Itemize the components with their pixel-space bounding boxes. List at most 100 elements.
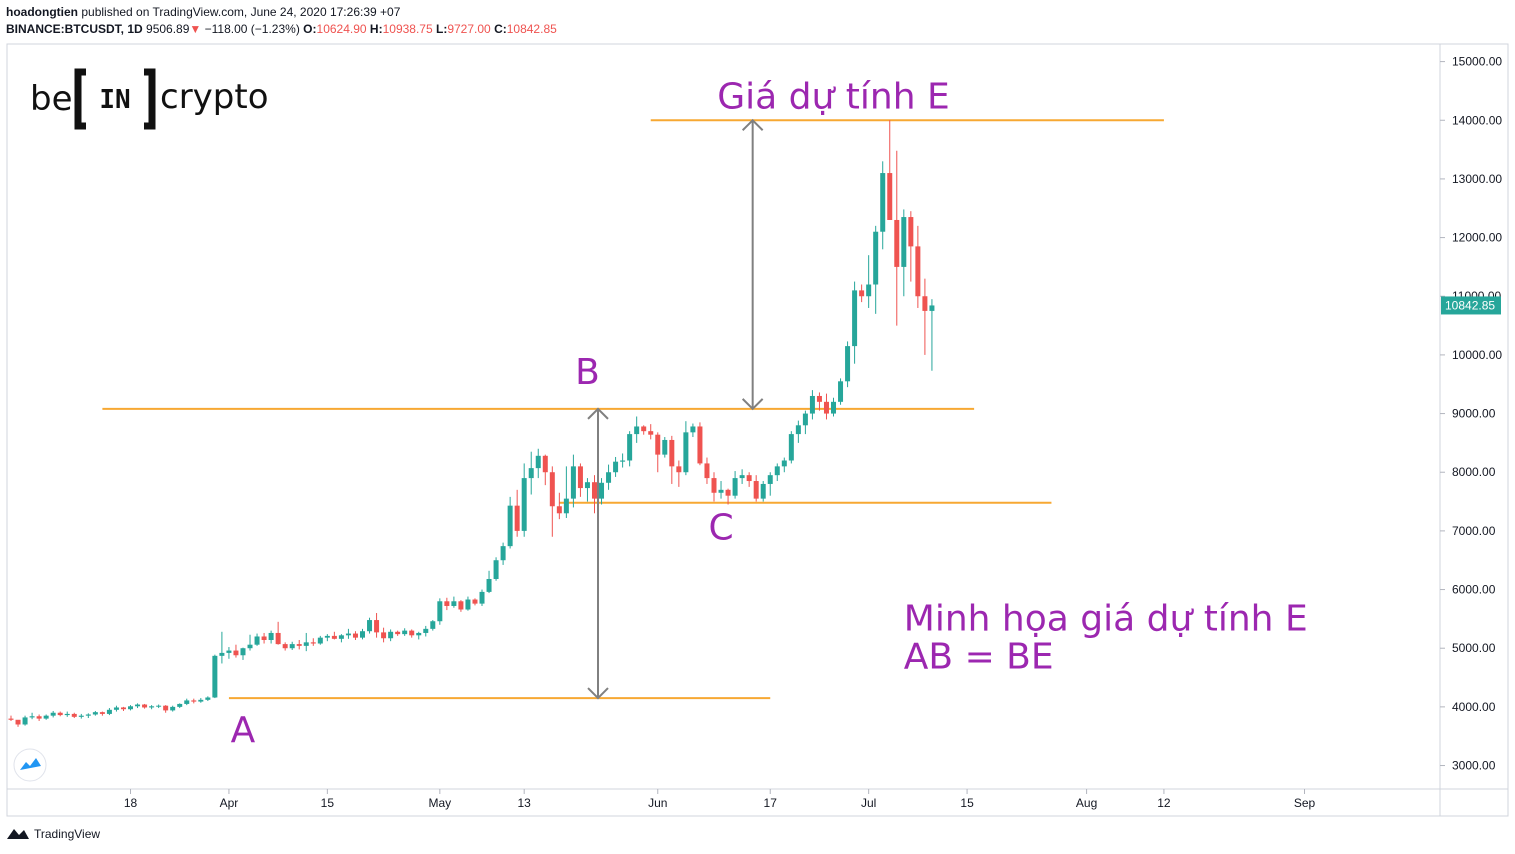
y-tick-label-4: 7000.00 <box>1452 524 1496 538</box>
y-tick-label-10: 13000.00 <box>1452 172 1502 186</box>
candle <box>170 705 176 712</box>
candle <box>205 696 211 702</box>
candle-body <box>254 636 260 645</box>
candle <box>99 711 105 716</box>
candle-body <box>866 284 872 297</box>
candle <box>486 570 492 594</box>
candle <box>809 390 815 420</box>
candle-body <box>458 601 464 610</box>
candle-body <box>620 460 626 462</box>
candle <box>120 706 126 711</box>
candle <box>437 598 443 625</box>
candle <box>641 425 647 435</box>
candle-body <box>493 560 499 579</box>
candle-body <box>184 700 190 704</box>
candle <box>388 629 394 642</box>
candle <box>676 460 682 487</box>
candle <box>823 393 829 420</box>
candle <box>402 628 408 636</box>
y-tick-label-2: 5000.00 <box>1452 641 1496 655</box>
measure-arrows <box>587 118 764 700</box>
candle-body <box>409 630 415 636</box>
tradingview-watermark-icon[interactable] <box>13 748 47 782</box>
candle-body <box>177 703 183 707</box>
candle <box>78 713 84 719</box>
author-name[interactable]: hoadongtien <box>6 5 78 19</box>
candle-body <box>50 712 56 716</box>
open-label: O: <box>303 22 317 36</box>
candle <box>430 620 436 631</box>
annotation-1: B <box>575 352 600 393</box>
candle <box>43 714 49 720</box>
candle-body <box>331 635 337 639</box>
high-value: 10938.75 <box>382 22 433 36</box>
candle <box>374 613 380 638</box>
candle-body <box>908 217 914 247</box>
candle-body <box>296 644 302 646</box>
candle <box>254 633 260 646</box>
candle <box>465 596 471 611</box>
candle <box>345 628 351 639</box>
candle <box>493 557 499 581</box>
candle-body <box>781 460 787 467</box>
candle-body <box>788 434 794 461</box>
candle-body <box>198 699 204 702</box>
candle <box>683 421 689 476</box>
candle-body <box>816 395 822 402</box>
x-tick-label-8: 15 <box>960 796 974 810</box>
candle <box>500 542 506 565</box>
candle <box>444 597 450 611</box>
candle-body <box>416 632 422 636</box>
x-tick-label-6: 17 <box>764 796 778 810</box>
candle-body <box>219 652 225 656</box>
candle-body <box>662 439 668 455</box>
candle-body <box>859 290 865 297</box>
candle-body <box>641 426 647 432</box>
y-tick-label-3: 6000.00 <box>1452 583 1496 597</box>
candle <box>774 463 780 482</box>
candle <box>816 392 822 411</box>
y-tick-label-6: 9000.00 <box>1452 407 1496 421</box>
candle <box>36 714 42 721</box>
candle-body <box>268 632 274 640</box>
candle <box>542 454 548 486</box>
candle <box>135 703 141 709</box>
open-value: 10624.90 <box>316 22 367 36</box>
x-tick-label-10: 12 <box>1157 796 1171 810</box>
candle-body <box>802 413 808 426</box>
candle <box>395 630 401 636</box>
candle <box>915 225 921 308</box>
candle <box>908 211 914 282</box>
close-value: 10842.85 <box>506 22 557 36</box>
candle <box>219 631 225 664</box>
candle-body <box>845 346 851 382</box>
candle-body <box>549 472 555 507</box>
candle <box>367 617 373 634</box>
candle-body <box>500 546 506 561</box>
y-tick-label-0: 3000.00 <box>1452 759 1496 773</box>
candle-body <box>282 644 288 649</box>
candle <box>570 454 576 508</box>
candle-body <box>324 635 330 638</box>
close-label: C: <box>494 22 507 36</box>
candle <box>845 341 851 388</box>
candle-body <box>472 599 478 604</box>
candle <box>423 625 429 637</box>
candle <box>184 698 190 706</box>
candle-body <box>760 483 766 499</box>
footer-brand[interactable]: TradingView <box>34 827 101 841</box>
candle-body <box>85 714 91 716</box>
candle-body <box>247 644 253 649</box>
candle <box>57 711 63 717</box>
candle <box>725 488 731 505</box>
candle <box>887 120 893 220</box>
logo-bracket-icon <box>74 68 156 130</box>
candle <box>177 703 183 709</box>
publish-text: published on TradingView.com, June 24, 2… <box>81 5 401 19</box>
measure-arrow-1 <box>741 118 764 411</box>
candle-body <box>226 650 232 653</box>
annotation-4: Minh họa giá dự tính E <box>904 599 1308 640</box>
annotation-3: Giá dự tính E <box>717 77 949 118</box>
candle <box>788 431 794 464</box>
